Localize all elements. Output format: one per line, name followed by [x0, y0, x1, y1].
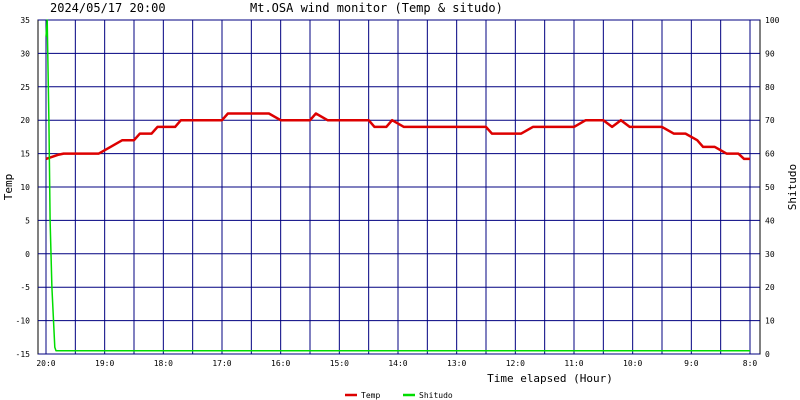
right-tick-label: 50: [765, 183, 775, 192]
right-tick-label: 70: [765, 116, 775, 125]
legend-label: Temp: [361, 391, 380, 400]
chart-datetime: 2024/05/17 20:00: [50, 1, 166, 15]
right-tick-label: 20: [765, 283, 775, 292]
shitudo-series-line: [45, 19, 750, 352]
right-tick-label: 60: [765, 150, 775, 159]
x-tick-label: 8:0: [743, 359, 758, 368]
left-tick-label: 15: [20, 150, 30, 159]
x-tick-label: 14:0: [388, 359, 407, 368]
legend-label: Shitudo: [419, 391, 453, 400]
left-tick-label: 20: [20, 116, 30, 125]
left-tick-label: 5: [25, 216, 30, 225]
left-tick-label: 0: [25, 250, 30, 259]
x-tick-label: 18:0: [154, 359, 173, 368]
grid-lines: [37, 19, 761, 355]
x-tick-label: 9:0: [684, 359, 699, 368]
left-tick-label: -5: [20, 283, 30, 292]
left-tick-label: -10: [16, 317, 31, 326]
right-tick-label: 80: [765, 83, 775, 92]
right-tick-label: 90: [765, 49, 775, 58]
x-tick-label: 12:0: [506, 359, 525, 368]
legend: Temp Shitudo: [345, 391, 453, 400]
x-tick-label: 15:0: [330, 359, 349, 368]
x-tick-label: 10:0: [623, 359, 642, 368]
right-tick-label: 0: [765, 350, 770, 359]
x-tick-label: 17:0: [212, 359, 231, 368]
left-tick-label: 35: [20, 16, 30, 25]
x-tick-label: 16:0: [271, 359, 290, 368]
x-tick-label: 11:0: [564, 359, 583, 368]
x-tick-label: 13:0: [447, 359, 466, 368]
right-tick-label: 10: [765, 317, 775, 326]
left-tick-label: 10: [20, 183, 30, 192]
x-tick-label: 19:0: [95, 359, 114, 368]
left-tick-label: 25: [20, 83, 30, 92]
x-tick-label: 20:0: [36, 359, 55, 368]
series-lines: [45, 19, 750, 352]
left-tick-label: -15: [16, 350, 31, 359]
chart-title: Mt.OSA wind monitor (Temp & situdo): [250, 1, 503, 15]
right-tick-label: 30: [765, 250, 775, 259]
right-tick-label: 100: [765, 16, 780, 25]
right-axis-label: Shitudo: [786, 164, 799, 210]
x-axis-label: Time elapsed (Hour): [487, 372, 613, 385]
right-tick-label: 40: [765, 216, 775, 225]
left-axis-label: Temp: [2, 174, 15, 201]
temp-series-line: [45, 112, 750, 161]
left-tick-label: 30: [20, 49, 30, 58]
